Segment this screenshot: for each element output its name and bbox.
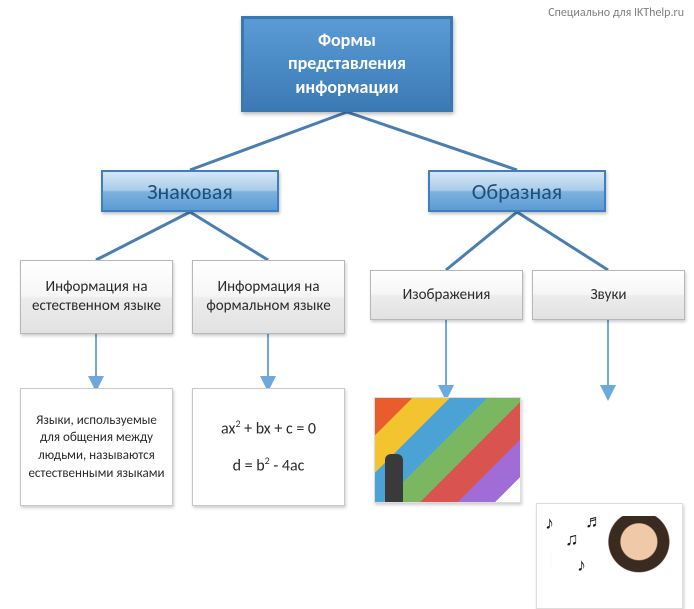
attribution-text: Специально для IKThelp.ru <box>548 6 684 20</box>
root-line-3: информации <box>244 76 450 99</box>
music-note-icon: ♬ <box>585 510 603 532</box>
formula-line-2: d = b2 - 4ac <box>233 454 305 477</box>
formula-line-1: ax2 + bx + c = 0 <box>221 417 316 440</box>
node-images: Изображения <box>370 270 523 320</box>
root-node: Формы представления информации <box>241 16 453 112</box>
root-line-2: представления <box>244 52 450 75</box>
leaf-image-graffiti <box>374 397 521 503</box>
node-imagery: Образная <box>428 170 606 212</box>
music-note-icon: ♫ <box>565 528 579 550</box>
leaf-image-music: ♪ ♫ ♬ ♩ ♪ <box>536 503 683 609</box>
leaf-formula-box: ax2 + bx + c = 0 d = b2 - 4ac <box>192 388 345 506</box>
node-formal-language: Информация на формальном языке <box>192 260 345 334</box>
root-line-1: Формы <box>244 29 450 52</box>
leaf-natural-description: Языки, используемые для общения между лю… <box>20 388 173 506</box>
node-symbolic: Знаковая <box>101 170 279 212</box>
music-note-icon: ♪ <box>545 512 554 534</box>
music-note-icon: ♪ <box>577 554 586 576</box>
node-sounds: Звуки <box>532 270 685 320</box>
node-natural-language: Информация на естественном языке <box>20 260 173 334</box>
